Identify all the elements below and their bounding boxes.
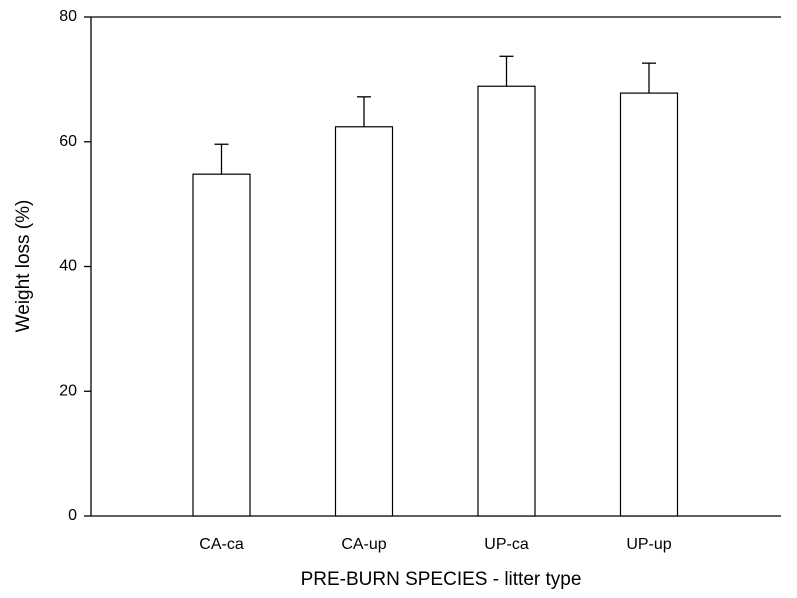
x-tick-label: CA-ca (199, 536, 244, 553)
x-tick-label: UP-up (626, 536, 671, 553)
bar (619, 92, 679, 517)
bar (477, 85, 536, 517)
x-tick-label: UP-ca (484, 536, 529, 553)
y-tick-label: 80 (59, 8, 77, 25)
y-tick-label: 60 (59, 133, 77, 150)
y-tick-label: 20 (59, 382, 77, 399)
x-tick-label: CA-up (341, 536, 386, 553)
bar (334, 126, 394, 517)
y-tick-label: 40 (59, 258, 77, 275)
x-axis-label: PRE-BURN SPECIES - litter type (301, 569, 582, 590)
y-tick-label: 0 (68, 507, 77, 524)
y-axis-label: Weight loss (%) (13, 200, 34, 333)
bar (192, 173, 251, 517)
